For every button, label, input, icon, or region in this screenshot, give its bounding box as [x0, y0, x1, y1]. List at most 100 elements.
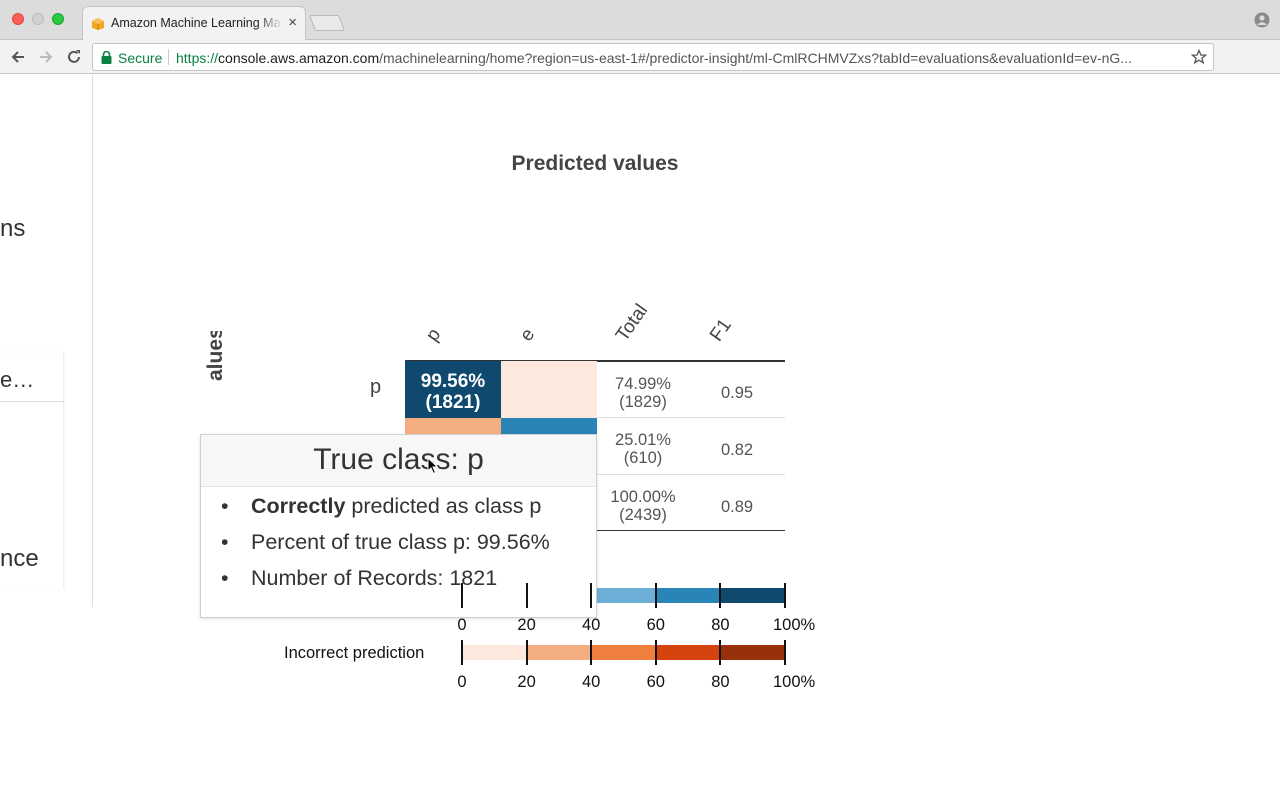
- total-percent: 25.01%: [615, 431, 671, 449]
- legend-tick: [784, 583, 786, 608]
- total-count: (1829): [619, 393, 667, 411]
- grand-total: 100.00% (2439): [596, 488, 690, 524]
- row-total: 74.99% (1829): [596, 375, 690, 411]
- incorrect-prediction-color-scale: [462, 645, 785, 660]
- back-arrow-icon[interactable]: [8, 47, 28, 67]
- sidebar-divider: [92, 75, 93, 607]
- matrix-bottom-border: [596, 530, 785, 531]
- lock-icon: [101, 51, 112, 64]
- column-header-p: p: [421, 324, 446, 346]
- legend-tick: [654, 583, 657, 608]
- bookmark-star-icon[interactable]: [1191, 49, 1207, 65]
- legend-tick-label: 80: [711, 616, 730, 634]
- column-header-e: e: [515, 324, 540, 346]
- tooltip-line: • Number of Records: 1821: [221, 566, 497, 591]
- url-path: /machinelearning/home?region=us-east-1#/…: [379, 50, 1132, 66]
- confusion-matrix-title: Predicted values: [511, 152, 679, 175]
- incorrect-scale-segment: [591, 645, 656, 660]
- f1-score: 0.95: [720, 384, 754, 402]
- cell-tooltip: True class: p • Correctly predicted as cl…: [200, 434, 597, 618]
- tooltip-emphasis: Correctly: [251, 494, 346, 518]
- tooltip-line: • Correctly predicted as class p: [221, 494, 541, 519]
- legend-tick-label: 60: [646, 673, 665, 691]
- url-text[interactable]: https://console.aws.amazon.com/machinele…: [176, 50, 1186, 66]
- incorrect-scale-segment: [462, 645, 527, 660]
- secure-label: Secure: [118, 50, 163, 66]
- cell-percent: 99.56%: [420, 371, 486, 392]
- legend-tick-label: 100%: [773, 616, 816, 634]
- total-percent: 100.00%: [610, 488, 676, 506]
- address-bar[interactable]: Secure https://console.aws.amazon.com/ma…: [92, 43, 1214, 71]
- f1-score-average: 0.89: [720, 498, 754, 516]
- page-content: ns e… nce Predicted values alues p e Tot…: [0, 75, 1280, 800]
- legend-tick: [784, 640, 786, 665]
- total-count: (610): [623, 449, 663, 467]
- url-divider: [168, 49, 169, 65]
- matrix-cell-e-p[interactable]: [405, 418, 501, 434]
- sidebar-card: [0, 353, 64, 589]
- tooltip-text: Number of Records: 1821: [251, 566, 498, 590]
- browser-tab-active[interactable]: Amazon Machine Learning Ma ×: [82, 6, 306, 41]
- url-host: console.aws.amazon.com: [218, 50, 380, 66]
- sidebar-text-fragment[interactable]: e…: [0, 367, 35, 392]
- legend-tick: [719, 640, 722, 665]
- legend-tick: [590, 640, 593, 665]
- legend-tick: [525, 583, 528, 608]
- mouse-cursor-icon: [427, 457, 439, 475]
- matrix-cell-p-p[interactable]: 99.56% (1821): [405, 361, 501, 418]
- row-divider: [596, 417, 785, 418]
- browser-tab-bar: Amazon Machine Learning Ma ×: [0, 0, 1280, 41]
- legend-tick: [461, 583, 463, 608]
- incorrect-scale-segment: [720, 645, 785, 660]
- legend-tick-label: 60: [646, 616, 665, 634]
- sidebar-card-divider: [0, 401, 64, 402]
- legend-tick-label: 0: [457, 616, 467, 634]
- legend-tick: [525, 640, 528, 665]
- bullet-icon: •: [221, 530, 229, 554]
- url-scheme: https://: [176, 50, 219, 66]
- incorrect-scale-segment: [526, 645, 592, 660]
- correct-scale-segment: [591, 588, 656, 603]
- incorrect-prediction-label: Incorrect prediction: [284, 644, 425, 662]
- legend-tick-label: 80: [711, 673, 730, 691]
- tab-title: Amazon Machine Learning Ma: [111, 16, 281, 30]
- legend-tick-label: 40: [582, 673, 601, 691]
- forward-arrow-icon[interactable]: [36, 47, 56, 67]
- tooltip-text: Percent of true class p: 99.56%: [251, 530, 550, 554]
- row-total: 25.01% (610): [596, 431, 690, 467]
- sidebar-text-fragment[interactable]: ns: [0, 215, 26, 242]
- legend-tick: [719, 583, 722, 608]
- legend-tick: [461, 640, 463, 665]
- legend-tick: [590, 583, 593, 608]
- tooltip-header: True class: p: [201, 435, 596, 487]
- new-tab-button[interactable]: [309, 15, 345, 31]
- bullet-icon: •: [221, 566, 229, 590]
- matrix-cell-e-e[interactable]: [501, 418, 597, 434]
- tab-close-icon[interactable]: ×: [288, 14, 297, 31]
- legend-tick-label: 100%: [773, 673, 816, 691]
- row-divider: [596, 474, 785, 475]
- profile-icon[interactable]: [1254, 12, 1270, 28]
- legend-tick-label: 20: [517, 673, 536, 691]
- legend-tick-label: 40: [582, 616, 601, 634]
- bullet-icon: •: [221, 494, 229, 518]
- total-percent: 74.99%: [615, 375, 671, 393]
- window-close-button[interactable]: [12, 13, 24, 25]
- correct-scale-segment: [720, 588, 785, 603]
- matrix-cell-p-e[interactable]: [501, 361, 597, 418]
- incorrect-scale-segment: [655, 645, 721, 660]
- aws-cube-icon: [92, 18, 104, 30]
- window-maximize-button[interactable]: [52, 13, 64, 25]
- row-label-p: p: [370, 376, 382, 398]
- column-header-f1: F1: [705, 315, 736, 346]
- correct-scale-segment: [655, 588, 721, 603]
- reload-icon[interactable]: [64, 47, 84, 67]
- window-minimize-button[interactable]: [32, 13, 44, 25]
- column-header-total: Total: [611, 300, 653, 346]
- tooltip-text: predicted as class p: [345, 494, 542, 518]
- tooltip-title: True class: p: [313, 443, 484, 476]
- total-count: (2439): [619, 506, 667, 524]
- sidebar-text-fragment[interactable]: nce: [0, 545, 39, 572]
- legend-tick-label: 0: [457, 673, 467, 691]
- f1-score: 0.82: [720, 441, 754, 459]
